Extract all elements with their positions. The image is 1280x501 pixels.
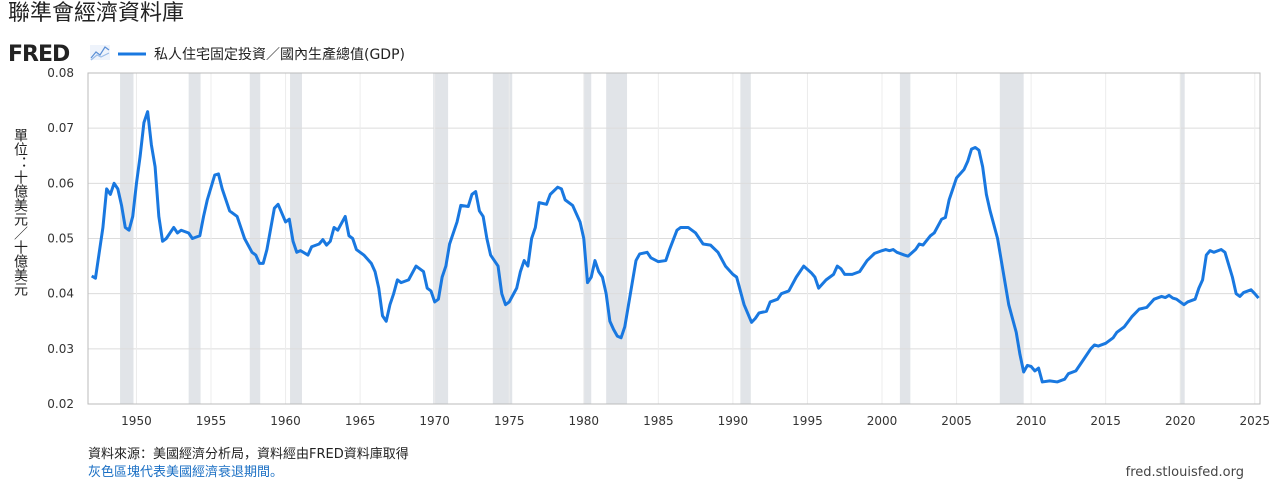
y-tick-label: 0.03: [47, 342, 74, 356]
x-tick-label: 1960: [270, 414, 301, 428]
x-tick-label: 2005: [941, 414, 972, 428]
x-tick-label: 2010: [1016, 414, 1047, 428]
y-axis-label: 單位：十億美元／十億美元: [12, 128, 28, 297]
data-line: [90, 110, 1260, 384]
x-tick-label: 1990: [718, 414, 749, 428]
fred-logo: FRED: [8, 42, 70, 67]
y-tick-label: 0.04: [47, 287, 74, 301]
legend-label: 私人住宅固定投資／國內生產總值(GDP): [154, 46, 405, 63]
x-tick-label: 1980: [569, 414, 600, 428]
x-tick-label: 1950: [121, 414, 152, 428]
x-tick-label: 2000: [867, 414, 898, 428]
recession-note: 灰色區塊代表美國經濟衰退期間。: [88, 464, 283, 480]
x-tick-label: 1970: [419, 414, 450, 428]
page-title: 聯準會經濟資料庫: [8, 1, 184, 26]
x-tick-label: 1965: [345, 414, 376, 428]
x-tick-label: 1955: [196, 414, 227, 428]
plot-area: 0.02 0.03 0.04 0.05 0.06 0.07 0.08 1950 1955 1960…: [47, 66, 1270, 428]
source-note: 資料來源：美國經濟分析局，資料經由FRED資料庫取得: [88, 446, 409, 462]
logo-icon: [90, 45, 110, 61]
source-url: fred.stlouisfed.org: [1126, 465, 1244, 480]
y-tick-label: 0.07: [47, 121, 74, 135]
y-tick-label: 0.08: [47, 66, 74, 80]
y-tick-label: 0.05: [47, 232, 74, 246]
x-tick-label: 1985: [643, 414, 674, 428]
x-tick-label: 1975: [494, 414, 525, 428]
x-tick-label: 2015: [1090, 414, 1121, 428]
x-tick-label: 1995: [792, 414, 823, 428]
y-tick-label: 0.06: [47, 176, 74, 190]
x-tick-label: 2020: [1165, 414, 1196, 428]
plot-frame: [87, 72, 1261, 405]
y-tick-label: 0.02: [47, 397, 74, 411]
x-tick-label: 2025: [1240, 414, 1271, 428]
